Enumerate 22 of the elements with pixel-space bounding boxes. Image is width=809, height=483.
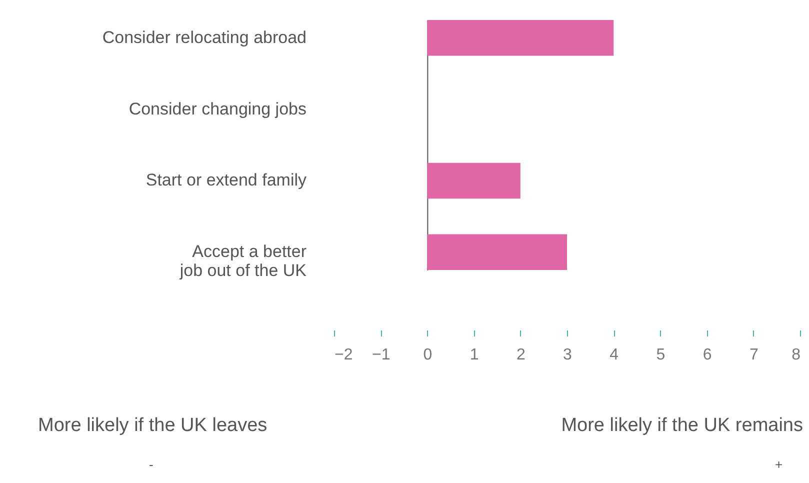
x-tick-label: 2 <box>516 346 526 364</box>
x-tick-label: 3 <box>563 346 572 364</box>
y-tick-label: Consider relocating abroad <box>102 28 306 47</box>
text: More likely if the UK leaves <box>38 415 268 436</box>
bar <box>427 20 614 56</box>
x-tick-label: 8 <box>792 346 801 364</box>
x-tick-label: 0 <box>423 346 432 364</box>
x-tick-label: 4 <box>610 346 619 364</box>
y-tick-label: Consider changing jobs <box>128 99 306 118</box>
x-tick-label: 5 <box>656 346 666 364</box>
y-tick-label: Start or extend family <box>146 170 307 190</box>
bar <box>427 162 520 199</box>
text: More likely if the UK remains <box>561 415 803 436</box>
x-tick-label: −2 <box>334 346 353 364</box>
x-tick-label: 6 <box>702 346 712 364</box>
text: - <box>149 457 154 472</box>
x-tick-label: −1 <box>372 346 390 364</box>
text: + <box>775 457 783 472</box>
x-tick-label: 1 <box>470 346 479 364</box>
x-tick-label: 7 <box>749 346 758 364</box>
y-tick-label: Accept a better job out of the UK <box>178 242 308 280</box>
bar <box>427 234 567 270</box>
